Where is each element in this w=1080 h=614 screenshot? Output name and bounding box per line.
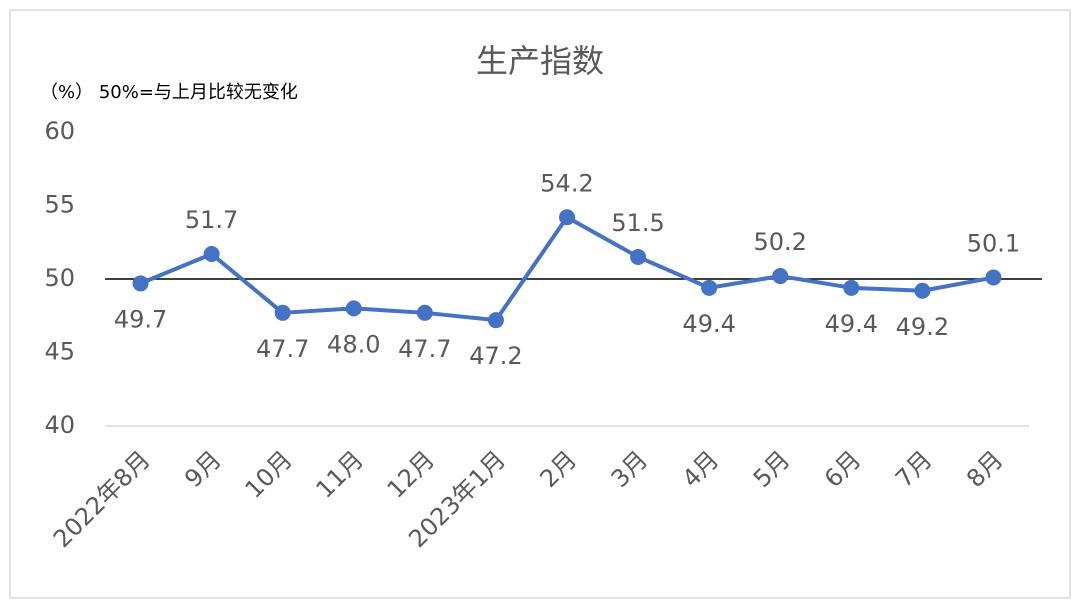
data-point	[132, 275, 149, 292]
data-point	[914, 282, 931, 299]
y-tick-label: 55	[44, 191, 75, 219]
data-label: 49.4	[825, 310, 878, 338]
data-label: 49.4	[682, 310, 735, 338]
data-point	[701, 279, 718, 296]
data-point	[985, 269, 1002, 286]
chart-title: 生产指数	[476, 42, 604, 80]
data-point	[772, 268, 789, 285]
data-label: 51.5	[611, 209, 664, 237]
data-label: 49.7	[114, 305, 167, 333]
data-point	[843, 279, 860, 296]
data-point	[345, 300, 362, 317]
chart-frame	[9, 9, 1071, 599]
data-point	[487, 312, 504, 329]
data-point	[274, 304, 291, 321]
data-point	[559, 209, 575, 226]
data-label: 54.2	[540, 169, 593, 197]
y-tick-label: 50	[44, 264, 75, 292]
data-label: 49.2	[896, 313, 949, 341]
y-tick-label: 40	[44, 411, 75, 439]
y-tick-label: 60	[44, 117, 75, 145]
data-label: 47.2	[469, 342, 522, 370]
y-tick-label: 45	[44, 338, 75, 366]
data-point	[630, 248, 647, 265]
data-label: 47.7	[398, 335, 451, 363]
data-label: 51.7	[185, 206, 238, 234]
data-label: 48.0	[327, 330, 380, 358]
data-label: 47.7	[256, 335, 309, 363]
data-label: 50.1	[967, 230, 1020, 258]
annotation: （%） 50%=与上月比较无变化	[40, 82, 298, 103]
data-label: 50.2	[754, 228, 807, 256]
data-point	[203, 246, 220, 263]
data-point	[416, 304, 433, 321]
